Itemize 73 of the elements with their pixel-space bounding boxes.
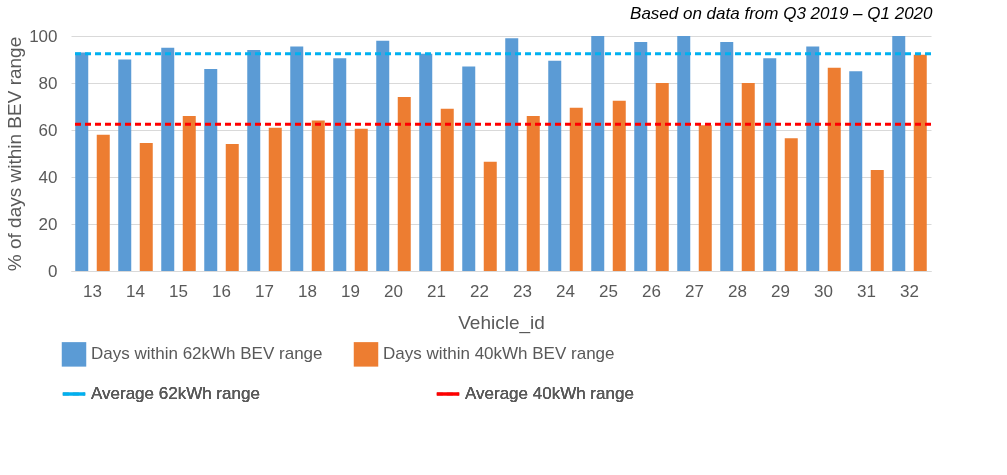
legend-label: Average 40kWh range xyxy=(465,384,634,403)
bar xyxy=(311,120,325,271)
x-tick-label: 15 xyxy=(169,281,188,301)
x-tick-label: 32 xyxy=(900,281,919,301)
bar xyxy=(333,58,347,271)
bar xyxy=(870,169,884,271)
bar xyxy=(526,115,540,271)
x-tick-label: 29 xyxy=(771,281,790,301)
x-tick-label: 26 xyxy=(642,281,661,301)
bar xyxy=(569,107,583,271)
bar xyxy=(96,134,110,271)
x-tick-label: 20 xyxy=(384,281,403,301)
bar xyxy=(741,83,755,271)
bar xyxy=(118,59,132,271)
legend-label: Days within 40kWh BEV range xyxy=(383,344,615,364)
bar xyxy=(161,47,175,271)
x-tick-label: 21 xyxy=(427,281,446,301)
bar xyxy=(827,67,841,271)
chart-title: Based on data from Q3 2019 – Q1 2020 xyxy=(630,4,934,23)
y-axis-title: % of days within BEV range xyxy=(4,36,26,272)
bar xyxy=(182,115,196,271)
x-tick-label: 24 xyxy=(556,281,575,301)
bar xyxy=(290,46,304,271)
bar xyxy=(612,100,626,271)
bar xyxy=(440,108,454,271)
x-tick-label: 27 xyxy=(685,281,704,301)
bar xyxy=(892,36,906,271)
y-tick-label: 40 xyxy=(38,167,58,187)
x-tick-label: 14 xyxy=(126,281,145,301)
bar xyxy=(505,38,519,271)
x-axis-title: Vehicle_id xyxy=(458,311,545,334)
bar xyxy=(268,127,282,271)
bar xyxy=(204,68,218,271)
x-tick-label: 30 xyxy=(814,281,833,301)
y-tick-label: 60 xyxy=(38,120,58,140)
y-tick-label: 100 xyxy=(29,26,58,46)
bar xyxy=(75,52,89,271)
bar xyxy=(634,41,648,271)
x-tick-label: 31 xyxy=(857,281,876,301)
bar xyxy=(763,58,777,271)
x-tick-label: 17 xyxy=(255,281,274,301)
x-tick-label: 13 xyxy=(83,281,102,301)
legend-label: Average 62kWh range xyxy=(91,384,260,403)
x-tick-label: 19 xyxy=(341,281,360,301)
bar xyxy=(483,161,497,271)
bar xyxy=(419,53,433,271)
x-tick-label: 23 xyxy=(513,281,532,301)
bar xyxy=(784,138,798,271)
bar xyxy=(655,83,669,271)
x-tick-label: 16 xyxy=(212,281,231,301)
x-tick-label: 18 xyxy=(298,281,317,301)
bar xyxy=(913,54,927,271)
x-tick-label: 28 xyxy=(728,281,747,301)
y-tick-label: 0 xyxy=(48,261,58,281)
x-tick-label: 22 xyxy=(470,281,489,301)
bar xyxy=(462,66,476,271)
y-tick-label: 20 xyxy=(38,214,58,234)
bar xyxy=(397,97,411,271)
bar xyxy=(376,40,390,271)
bar xyxy=(720,41,734,271)
bar xyxy=(548,60,562,271)
legend-label: Days within 62kWh BEV range xyxy=(91,344,323,364)
bar xyxy=(677,36,691,271)
bar xyxy=(225,144,239,271)
bar xyxy=(139,142,153,271)
x-tick-label: 25 xyxy=(599,281,618,301)
bar xyxy=(849,71,863,271)
y-tick-label: 80 xyxy=(38,73,58,93)
bar xyxy=(806,46,820,271)
bar xyxy=(354,128,368,271)
bar xyxy=(591,36,605,271)
bar xyxy=(698,125,712,271)
bar xyxy=(247,50,261,271)
